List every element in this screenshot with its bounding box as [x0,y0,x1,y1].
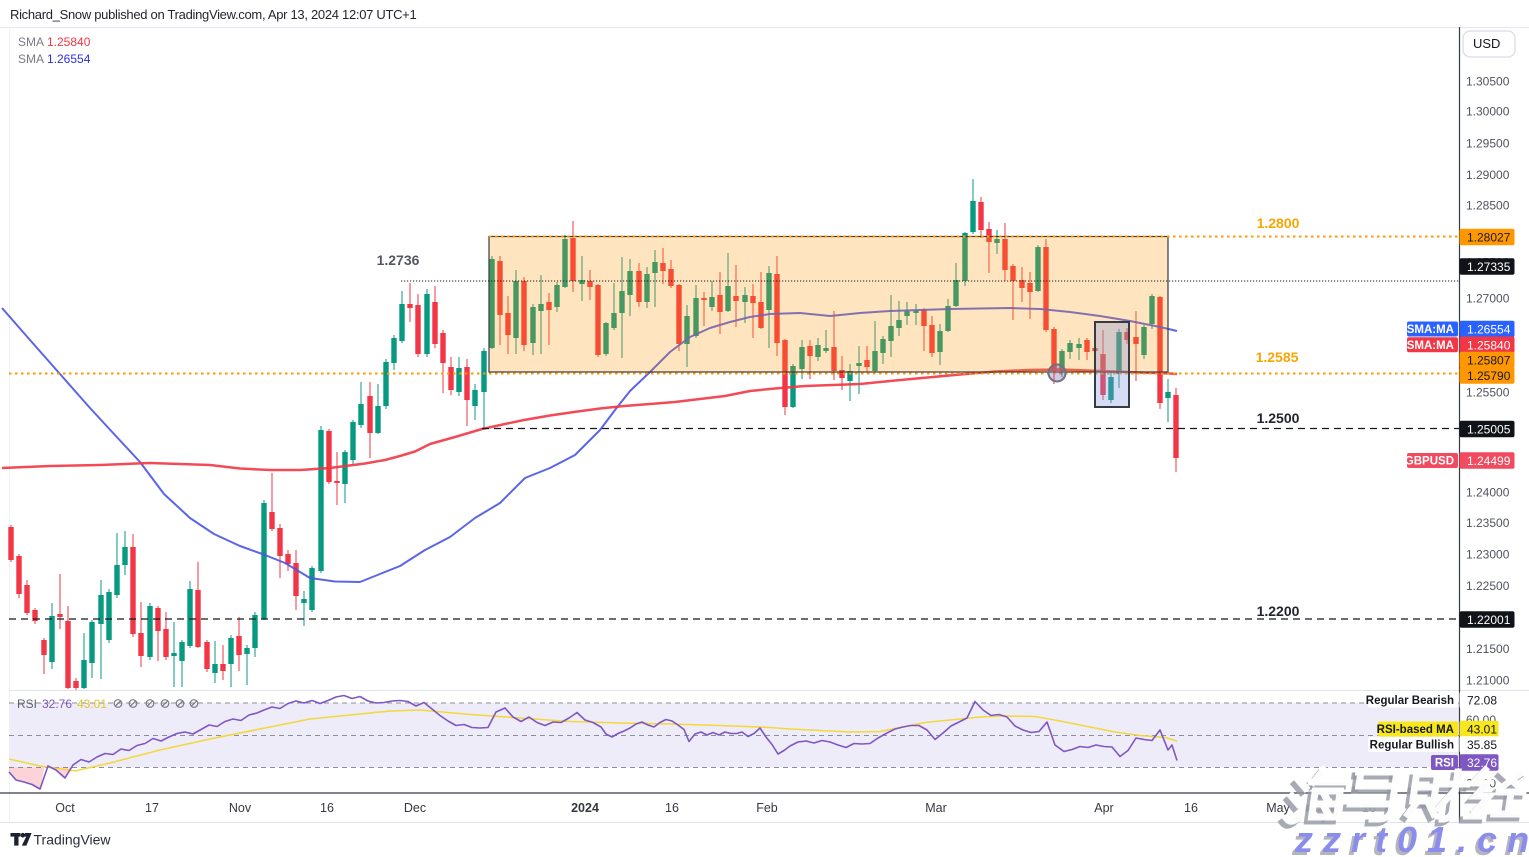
svg-text:1.25790: 1.25790 [1467,369,1511,383]
svg-text:17: 17 [145,801,159,815]
svg-text:1.30500: 1.30500 [1466,75,1510,89]
svg-text:Richard_Snow published on Trad: Richard_Snow published on TradingView.co… [10,7,416,22]
svg-text:1.21000: 1.21000 [1466,674,1510,688]
svg-text:GBPUSD: GBPUSD [1405,456,1454,468]
svg-text:1.2800: 1.2800 [1257,215,1300,231]
svg-text:Regular Bullish: Regular Bullish [1370,740,1454,752]
svg-text:1.24499: 1.24499 [1467,454,1511,468]
svg-text:Apr: Apr [1094,801,1113,815]
svg-text:Oct: Oct [55,801,75,815]
svg-text:1.29500: 1.29500 [1466,136,1510,150]
svg-text:1.2585: 1.2585 [1256,349,1299,365]
svg-text:Nov: Nov [229,801,252,815]
svg-text:USD: USD [1473,36,1500,51]
svg-text:1.25005: 1.25005 [1467,423,1511,437]
svg-text:1.24000: 1.24000 [1466,485,1510,499]
svg-text:Regular Bearish: Regular Bearish [1366,695,1454,707]
svg-text:1.30000: 1.30000 [1466,105,1510,119]
svg-text:1.2500: 1.2500 [1257,410,1300,426]
svg-text:zzrt01.cn: zzrt01.cn [1294,819,1529,857]
svg-text:1.2736: 1.2736 [377,252,420,268]
svg-text:Mar: Mar [925,801,947,815]
svg-text:SMA: SMA [18,35,44,49]
svg-text:1.27335: 1.27335 [1467,260,1511,274]
svg-text:Feb: Feb [756,801,778,815]
svg-text:1.22500: 1.22500 [1466,579,1510,593]
svg-text:1.26554: 1.26554 [1467,323,1511,337]
svg-text:1.29000: 1.29000 [1466,168,1510,182]
svg-text:1.23000: 1.23000 [1466,548,1510,562]
svg-text:RSI: RSI [17,697,37,711]
svg-text:SMA: SMA [18,52,44,66]
svg-text:1.25840: 1.25840 [47,35,91,49]
svg-text:1.2200: 1.2200 [1257,603,1300,619]
svg-text:RSI-based MA: RSI-based MA [1377,724,1454,736]
svg-text:1.27000: 1.27000 [1466,292,1510,306]
svg-text:1.25840: 1.25840 [1467,338,1511,352]
svg-text:1.23500: 1.23500 [1466,516,1510,530]
svg-text:May: May [1266,801,1290,815]
svg-text:SMA:MA: SMA:MA [1407,340,1454,352]
svg-text:2024: 2024 [571,801,599,815]
svg-text:35.85: 35.85 [1467,738,1497,752]
svg-text:32.76: 32.76 [1467,756,1497,770]
svg-text:1.28027: 1.28027 [1467,231,1511,245]
svg-text:Dec: Dec [404,801,426,815]
svg-text:1.22001: 1.22001 [1467,613,1511,627]
svg-text:RSI: RSI [1435,758,1454,770]
svg-text:43.01: 43.01 [1467,723,1497,737]
svg-text:72.08: 72.08 [1467,694,1497,708]
svg-text:1.25500: 1.25500 [1466,386,1510,400]
svg-text:TradingView: TradingView [34,832,112,848]
svg-text:1.21500: 1.21500 [1466,642,1510,656]
svg-text:zzrt01.cn: zzrt01.cn [1291,822,1529,857]
svg-text:16: 16 [320,801,334,815]
svg-text:16: 16 [1184,801,1198,815]
svg-text:1.25807: 1.25807 [1467,354,1511,368]
svg-text:32.76: 32.76 [42,697,72,711]
svg-text:1.28500: 1.28500 [1466,199,1510,213]
svg-text:16: 16 [665,801,679,815]
svg-text:43.01: 43.01 [77,697,107,711]
svg-text:1.26554: 1.26554 [47,52,91,66]
svg-text:SMA:MA: SMA:MA [1407,324,1454,336]
